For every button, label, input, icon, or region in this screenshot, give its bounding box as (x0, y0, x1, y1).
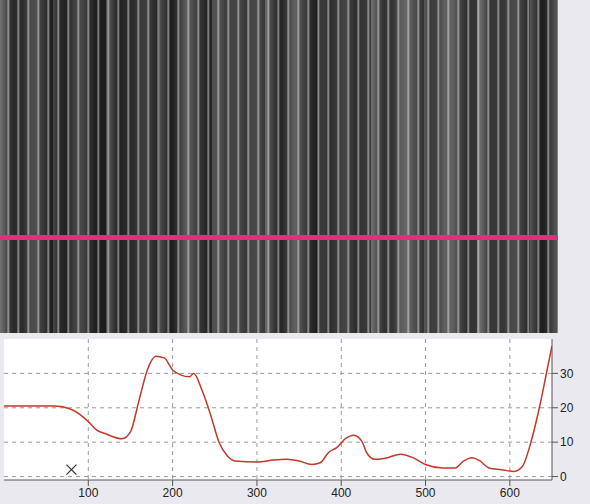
svg-text:0: 0 (560, 470, 567, 484)
svg-text:10: 10 (560, 435, 574, 449)
svg-text:300: 300 (247, 486, 267, 500)
svg-text:20: 20 (560, 401, 574, 415)
svg-text:400: 400 (331, 486, 351, 500)
svg-text:500: 500 (416, 486, 436, 500)
svg-text:100: 100 (78, 486, 98, 500)
svg-text:30: 30 (560, 367, 574, 381)
svg-text:200: 200 (163, 486, 183, 500)
svg-text:600: 600 (500, 486, 520, 500)
